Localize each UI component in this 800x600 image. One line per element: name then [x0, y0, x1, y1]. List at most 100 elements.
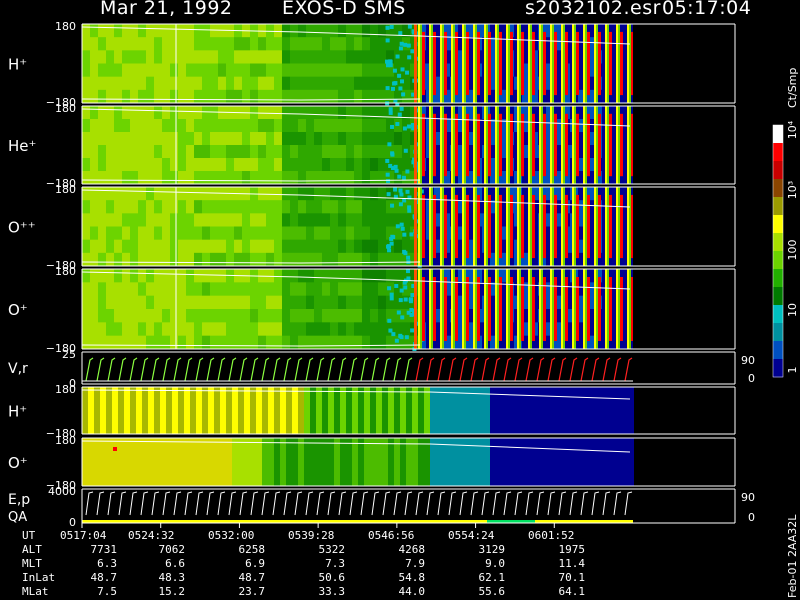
energy-trace [492, 491, 501, 516]
trace-line [81, 344, 421, 347]
velocity-trace [591, 357, 600, 382]
velocity-trace [217, 357, 226, 382]
velocity-trace [580, 357, 589, 382]
velocity-trace [349, 357, 358, 382]
orbit-cell: 0554:24 [448, 529, 495, 542]
right-tick-top: 90 [741, 354, 755, 367]
orbit-cell: 44.0 [398, 585, 426, 598]
y-tick-top: 180 [55, 265, 76, 278]
velocity-trace [184, 357, 193, 382]
orbit-cell: 3129 [478, 543, 506, 556]
orbit-cell: 7731 [90, 543, 118, 556]
velocity-trace [448, 357, 457, 382]
orbit-cell: 6258 [238, 543, 266, 556]
energy-trace [195, 491, 204, 516]
energy-trace [426, 491, 435, 516]
orbit-cell: 54.8 [398, 571, 426, 584]
energy-trace [107, 491, 116, 516]
velocity-trace [404, 357, 413, 382]
energy-trace [415, 491, 424, 516]
energy-trace [371, 491, 380, 516]
colorbar-swatch [773, 161, 783, 180]
energy-trace [261, 491, 270, 516]
velocity-trace [547, 357, 556, 382]
panel-label: O⁺ [8, 454, 28, 472]
orbit-cell: 0524:32 [128, 529, 175, 542]
velocity-trace [338, 357, 347, 382]
energy-trace [437, 491, 446, 516]
orbit-cell: 62.1 [478, 571, 506, 584]
energy-trace [162, 491, 171, 516]
velocity-trace [558, 357, 567, 382]
energy-trace [448, 491, 457, 516]
orbit-cell: 0539:28 [288, 529, 335, 542]
energy-trace [393, 491, 402, 516]
trace-line [81, 389, 631, 400]
energy-trace [305, 491, 314, 516]
energy-trace [547, 491, 556, 516]
velocity-trace [85, 357, 94, 382]
orbit-row-label: ALT [22, 543, 42, 556]
header-time: 05:17:04 [662, 0, 752, 19]
right-tick-bottom: 0 [748, 511, 755, 524]
colorbar-swatch [773, 215, 783, 234]
orbit-cell: 7.3 [325, 557, 345, 570]
velocity-trace [437, 357, 446, 382]
energy-trace [294, 491, 303, 516]
y-tick-bottom: 0 [69, 377, 76, 390]
panel-label: O⁺ [8, 301, 28, 319]
energy-trace [151, 491, 160, 516]
velocity-trace [426, 357, 435, 382]
energy-trace [382, 491, 391, 516]
energy-trace [316, 491, 325, 516]
velocity-trace [294, 357, 303, 382]
y-tick-top: 180 [55, 102, 76, 115]
y-tick-bottom: −180 [46, 259, 76, 272]
velocity-trace [239, 357, 248, 382]
velocity-trace [195, 357, 204, 382]
colorbar-swatch [773, 269, 783, 288]
y-tick-top: 180 [55, 434, 76, 447]
y-tick-bottom: −180 [46, 342, 76, 355]
velocity-trace [536, 357, 545, 382]
colorbar-swatch [773, 179, 783, 198]
y-tick-top: 25 [62, 348, 76, 361]
energy-trace [140, 491, 149, 516]
orbit-cell: 33.3 [318, 585, 346, 598]
panel-label: H⁺ [8, 56, 27, 74]
energy-trace [129, 491, 138, 516]
colorbar-tick-label: 1 [786, 367, 799, 374]
panel-bg [82, 352, 633, 384]
velocity-trace [96, 357, 105, 382]
energy-trace [85, 491, 94, 516]
colorbar-swatch [773, 305, 783, 324]
velocity-trace [382, 357, 391, 382]
orbit-cell: 70.1 [558, 571, 586, 584]
velocity-trace [272, 357, 281, 382]
orbit-cell: 48.7 [90, 571, 118, 584]
velocity-trace [503, 357, 512, 382]
energy-trace [118, 491, 127, 516]
colorbar-tick-label: 10³ [786, 181, 799, 199]
energy-trace [349, 491, 358, 516]
right-tick-top: 90 [741, 491, 755, 504]
orbit-row-label: UT [22, 529, 36, 542]
energy-trace [624, 491, 633, 516]
orbit-cell: 11.4 [558, 557, 586, 570]
velocity-trace [151, 357, 160, 382]
energy-trace [206, 491, 215, 516]
orbit-cell: 1975 [558, 543, 586, 556]
y-tick-top: 180 [55, 183, 76, 196]
velocity-trace [327, 357, 336, 382]
velocity-trace [129, 357, 138, 382]
velocity-trace [261, 357, 270, 382]
colorbar-swatch [773, 287, 783, 306]
energy-trace [327, 491, 336, 516]
colorbar-swatch [773, 323, 783, 342]
energy-trace [283, 491, 292, 516]
orbit-cell: 7062 [158, 543, 186, 556]
trace-line [81, 179, 421, 182]
energy-trace [613, 491, 622, 516]
energy-trace [569, 491, 578, 516]
